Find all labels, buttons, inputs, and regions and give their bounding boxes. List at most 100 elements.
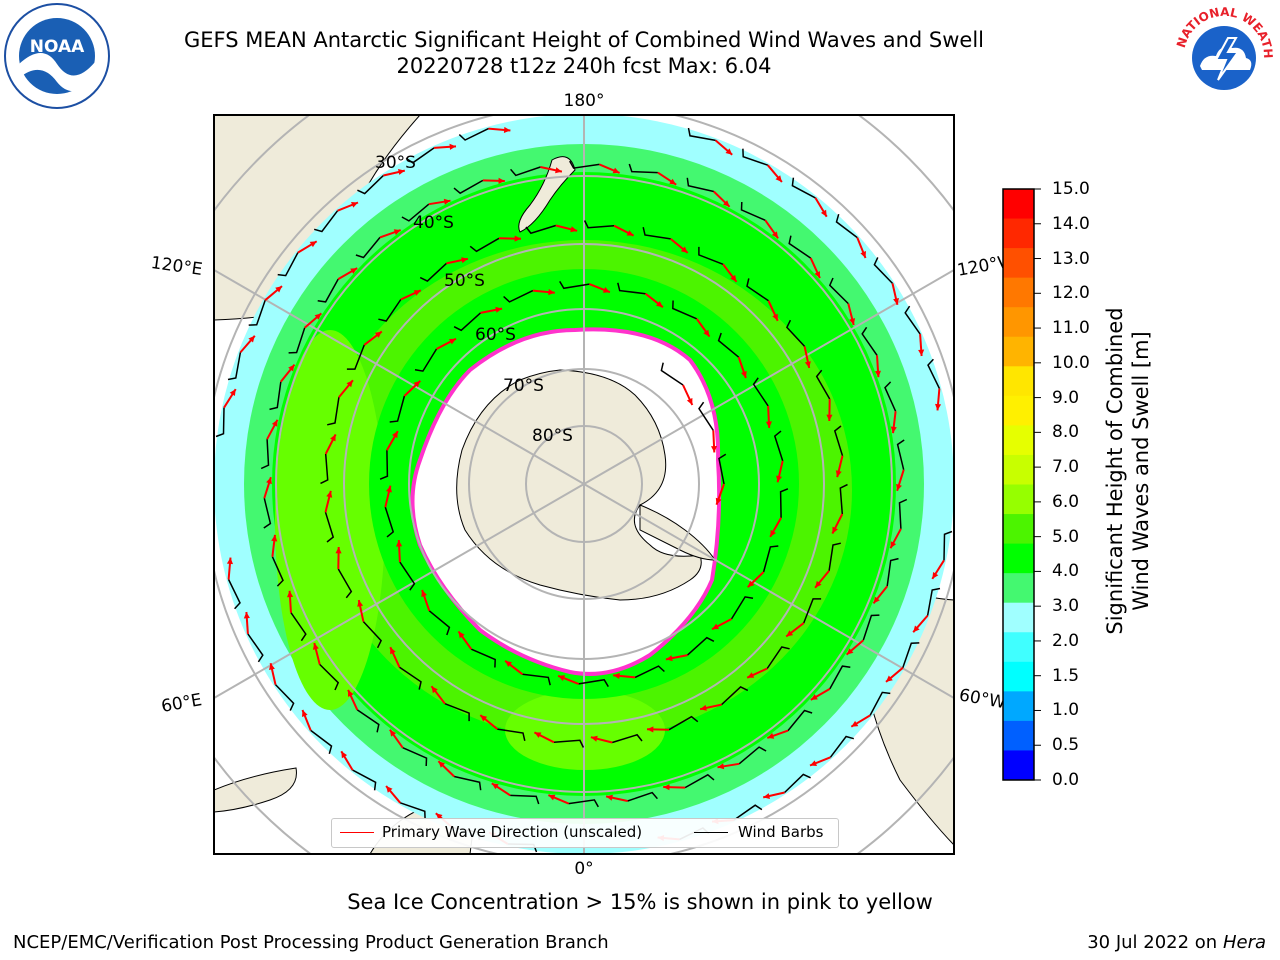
wave-direction-arrowhead	[498, 177, 505, 184]
wave-direction-arrowhead	[772, 313, 778, 321]
wind-barb	[469, 237, 500, 253]
wave-direction-arrowhead	[860, 251, 866, 258]
wave-direction-arrowhead	[341, 751, 348, 759]
antarctica-land	[456, 369, 702, 601]
nws-logo: NATIONAL WEATHER SERVICE	[1165, 0, 1278, 110]
wave-direction-arrowhead	[348, 689, 354, 697]
colorbar-ticks	[1034, 188, 1041, 781]
wave-direction-arrowhead	[669, 178, 677, 185]
wind-barb	[828, 542, 841, 571]
wind-barbs-layer	[215, 127, 953, 853]
wind-barb	[290, 612, 307, 642]
wind-barb	[454, 775, 482, 791]
colorbar-tick-label: 15.0	[1052, 179, 1090, 199]
sea-ice-note: Sea Ice Concentration > 15% is shown in …	[347, 890, 933, 914]
wave-direction-arrowhead	[700, 704, 707, 711]
lat-label-30s: 30°S	[375, 153, 416, 173]
colorbar-swatch	[1003, 454, 1034, 485]
wind-barb	[835, 213, 858, 239]
wave-direction-arrowhead	[849, 318, 856, 325]
wave-direction-arrowhead	[271, 534, 278, 542]
wave-direction-arrowhead	[287, 590, 294, 598]
wave-direction-arrowhead	[398, 169, 405, 175]
colorbar-tick-label: 11.0	[1052, 318, 1090, 339]
wave-direction-arrowhead	[747, 580, 755, 588]
wind-barb	[687, 127, 716, 142]
wind-barb	[247, 633, 264, 663]
wind-barb	[738, 746, 767, 765]
wave-direction-arrowhead	[226, 557, 233, 565]
wind-barb	[384, 506, 395, 538]
wave-direction-arrowhead	[314, 313, 322, 320]
wave-direction-arrowhead	[590, 735, 598, 742]
new-zealand-land	[518, 156, 576, 233]
colorbar-swatch	[1003, 336, 1034, 367]
wind-barb	[746, 278, 769, 302]
colorbar-tick-label: 7.0	[1052, 457, 1080, 478]
wind-barb	[829, 735, 855, 758]
wave-direction-arrowhead	[435, 813, 443, 820]
wave-direction-arrowhead	[495, 306, 503, 313]
wave-direction-arrowhead	[832, 526, 838, 534]
wind-barb	[717, 332, 740, 358]
wave-direction-arrowhead	[357, 600, 364, 607]
wind-barb	[815, 369, 831, 400]
wind-barb	[904, 305, 921, 335]
wave-direction-layer	[223, 126, 945, 845]
wind-barb	[399, 561, 416, 591]
wave-direction-arrowhead	[309, 241, 317, 248]
wave-direction-arrowhead	[775, 175, 782, 182]
wind-barb	[215, 407, 225, 438]
wave-direction-arrowhead	[555, 167, 562, 174]
wave-direction-arrowhead	[786, 630, 794, 637]
lon-label-0: 0°	[574, 859, 593, 879]
wind-barb	[773, 430, 784, 462]
wave-direction-arrowhead	[443, 198, 451, 205]
wave-direction-arrowhead	[656, 301, 663, 308]
wave-direction-arrowhead	[810, 760, 817, 766]
wind-barb	[733, 804, 763, 821]
wind-barb	[271, 556, 284, 587]
wind-barb	[444, 703, 470, 722]
wind-barb	[698, 246, 724, 265]
colorbar-tick-label: 12.0	[1052, 283, 1090, 304]
wind-barb	[248, 299, 266, 326]
wave-direction-arrowhead	[326, 490, 333, 498]
wind-barb	[788, 235, 812, 259]
wind-barb	[510, 794, 540, 805]
footer-host: Hera	[1222, 932, 1266, 953]
wave-direction-arrowhead	[229, 389, 236, 396]
wind-barb	[721, 686, 749, 706]
wave-direction-arrowhead	[458, 631, 465, 639]
lon-label-120e: 120°E	[150, 253, 204, 280]
wave-direction-arrowhead	[438, 761, 445, 768]
wind-barb	[352, 769, 377, 791]
wave-direction-arrowhead	[392, 431, 398, 439]
wind-barb	[642, 227, 671, 240]
wind-barb	[263, 498, 272, 529]
wind-barb	[357, 174, 384, 195]
wind-barb	[668, 715, 699, 731]
wind-barb	[617, 282, 646, 295]
wave-direction-arrowhead	[312, 643, 319, 650]
wind-barb	[453, 312, 482, 332]
wind-barb	[829, 665, 851, 690]
footer-date: 30 Jul 2022 on Hera	[1087, 932, 1266, 953]
wind-barb	[926, 587, 941, 616]
wave-direction-arrowhead	[723, 200, 730, 207]
wind-barb	[869, 691, 891, 716]
wave-direction-arrowhead	[330, 434, 336, 442]
colorbar-swatch	[1003, 277, 1034, 308]
colorbar-swatch	[1003, 395, 1034, 426]
wave-direction-arrowhead	[612, 167, 620, 174]
wave-direction-arrowhead	[449, 143, 456, 150]
wave-direction-arrowhead	[890, 541, 897, 549]
wave-direction-arrowhead	[765, 421, 772, 428]
colorbar-swatch	[1003, 573, 1034, 604]
colorbar-tick-label: 13.0	[1052, 248, 1090, 269]
wave-direction-arrowhead	[548, 289, 555, 296]
wave-direction-arrowhead	[680, 246, 688, 253]
wind-barb	[337, 568, 353, 599]
colorbar-swatch	[1003, 218, 1034, 249]
wind-barb	[569, 160, 600, 169]
